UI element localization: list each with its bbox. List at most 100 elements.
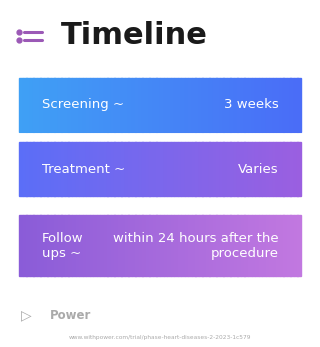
Bar: [252, 215, 255, 276]
Bar: [104, 215, 108, 276]
Bar: [19, 78, 23, 132]
Bar: [93, 142, 97, 196]
Bar: [47, 78, 51, 132]
Bar: [195, 78, 199, 132]
Bar: [121, 215, 125, 276]
Bar: [220, 142, 224, 196]
Bar: [19, 142, 23, 196]
Bar: [107, 142, 111, 196]
Bar: [294, 78, 298, 132]
Bar: [118, 78, 122, 132]
Bar: [142, 78, 146, 132]
Bar: [276, 142, 280, 196]
Bar: [206, 78, 210, 132]
Bar: [227, 215, 231, 276]
Bar: [33, 78, 37, 132]
Bar: [135, 78, 139, 132]
Bar: [202, 142, 206, 196]
Bar: [37, 142, 41, 196]
Bar: [121, 142, 125, 196]
Bar: [266, 78, 269, 132]
Bar: [202, 215, 206, 276]
Bar: [68, 142, 72, 196]
Bar: [192, 142, 196, 196]
Bar: [216, 215, 220, 276]
Bar: [266, 142, 269, 196]
Bar: [135, 215, 139, 276]
Bar: [118, 142, 122, 196]
Bar: [153, 78, 157, 132]
Bar: [79, 215, 83, 276]
Bar: [283, 142, 287, 196]
Bar: [149, 78, 153, 132]
Bar: [26, 78, 30, 132]
Bar: [202, 78, 206, 132]
Bar: [83, 215, 86, 276]
Bar: [90, 78, 93, 132]
Bar: [244, 78, 248, 132]
Bar: [33, 215, 37, 276]
Bar: [23, 142, 27, 196]
Bar: [19, 215, 23, 276]
Bar: [241, 142, 245, 196]
Bar: [146, 215, 150, 276]
Bar: [283, 215, 287, 276]
Bar: [252, 78, 255, 132]
Bar: [227, 142, 231, 196]
Bar: [195, 215, 199, 276]
Bar: [132, 78, 136, 132]
Bar: [51, 142, 55, 196]
Bar: [44, 215, 48, 276]
Bar: [40, 78, 44, 132]
Bar: [244, 142, 248, 196]
Bar: [230, 215, 234, 276]
Bar: [269, 78, 273, 132]
Bar: [287, 142, 291, 196]
Bar: [237, 215, 241, 276]
Bar: [65, 215, 69, 276]
Bar: [181, 142, 185, 196]
Bar: [160, 78, 164, 132]
Bar: [86, 215, 90, 276]
Bar: [40, 215, 44, 276]
Bar: [156, 78, 160, 132]
Bar: [114, 142, 118, 196]
Bar: [114, 78, 118, 132]
Bar: [199, 215, 203, 276]
Bar: [164, 215, 167, 276]
Bar: [132, 215, 136, 276]
Bar: [160, 215, 164, 276]
Bar: [23, 215, 27, 276]
Bar: [287, 215, 291, 276]
Bar: [142, 215, 146, 276]
Bar: [255, 78, 259, 132]
Bar: [294, 142, 298, 196]
Bar: [44, 142, 48, 196]
Bar: [153, 142, 157, 196]
Bar: [199, 142, 203, 196]
Bar: [58, 142, 62, 196]
Bar: [294, 215, 298, 276]
Bar: [223, 142, 227, 196]
Bar: [283, 78, 287, 132]
Bar: [174, 142, 178, 196]
Bar: [185, 215, 188, 276]
Bar: [107, 78, 111, 132]
Bar: [280, 215, 284, 276]
Bar: [114, 215, 118, 276]
Bar: [33, 142, 37, 196]
Bar: [93, 215, 97, 276]
Bar: [121, 78, 125, 132]
Bar: [178, 215, 181, 276]
Text: www.withpower.com/trial/phase-heart-diseases-2-2023-1c579: www.withpower.com/trial/phase-heart-dise…: [69, 335, 251, 340]
Bar: [188, 142, 192, 196]
Bar: [266, 215, 269, 276]
Bar: [79, 142, 83, 196]
Bar: [195, 142, 199, 196]
Text: ▷: ▷: [21, 309, 31, 323]
Bar: [181, 78, 185, 132]
Bar: [237, 142, 241, 196]
Bar: [128, 215, 132, 276]
Bar: [76, 78, 79, 132]
Bar: [181, 215, 185, 276]
